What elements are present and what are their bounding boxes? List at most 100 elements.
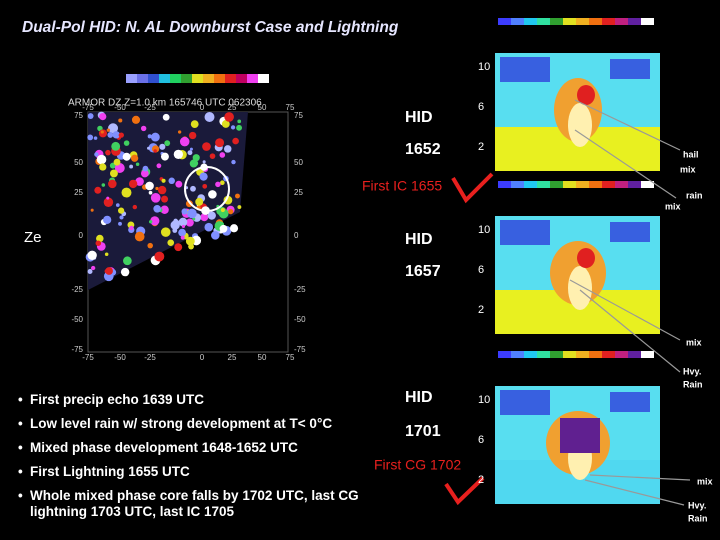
hid-colorbar-cell: [628, 351, 641, 358]
annotation: mix: [680, 164, 696, 174]
radar-echo: [174, 243, 183, 252]
annotation: Rain: [688, 513, 708, 523]
radar-echo: [123, 256, 132, 266]
radar-echo: [237, 119, 242, 124]
height-label: 2: [478, 304, 484, 316]
radar-echo: [122, 152, 131, 161]
radar-echo: [112, 131, 120, 139]
bullet: Mixed phase development 1648-1652 UTC: [18, 440, 390, 456]
radar-echo: [87, 269, 93, 275]
x-tick-label: 25: [228, 103, 237, 112]
annotation: Hvy.: [683, 366, 701, 376]
radar-echo: [157, 185, 167, 195]
radar-echo: [229, 224, 239, 233]
hid-colorbar-cell: [563, 18, 576, 25]
radar-echo: [235, 193, 240, 199]
x-tick-label: 0: [200, 353, 205, 362]
hid-core: [568, 103, 592, 147]
x-tick-label: -25: [144, 353, 156, 362]
radar-echo: [231, 159, 236, 165]
event-label: First CG 1702: [374, 457, 461, 473]
radar-echo: [100, 130, 104, 134]
hid-colorbar-cell: [511, 181, 524, 188]
radar-echo: [195, 197, 204, 206]
hid-colorbar-cell: [589, 18, 602, 25]
radar-echo: [215, 181, 221, 188]
radar-echo: [223, 145, 232, 153]
radar-echo: [113, 158, 121, 166]
radar-echo: [153, 204, 161, 213]
hid-colorbar-cell: [511, 351, 524, 358]
hid-upper: [610, 392, 650, 412]
radar-echo: [220, 207, 225, 213]
hid-colorbar-cell: [576, 18, 589, 25]
annotation: Hvy.: [688, 500, 706, 510]
x-tick-label: -75: [82, 353, 94, 362]
annotation: mix: [697, 476, 713, 486]
y-tick-label: 75: [74, 111, 83, 120]
colorbar-cell: [258, 74, 269, 83]
x-tick-label: -25: [144, 103, 156, 112]
radar-echo: [90, 208, 94, 212]
bullet: First precip echo 1639 UTC: [18, 392, 390, 408]
radar-echo: [161, 195, 169, 203]
hid-colorbar-cell: [563, 351, 576, 358]
leader-line: [579, 289, 681, 373]
colorbar-cell: [203, 74, 214, 83]
radar-echo: [103, 197, 114, 207]
colorbar-cell: [159, 74, 170, 83]
colorbar-cell: [225, 74, 236, 83]
height-label: 10: [478, 224, 490, 236]
radar-echo: [95, 240, 102, 246]
radar-label: ARMOR DZ Z=1.0 km 165746 UTC 062306: [68, 98, 262, 109]
radar-echo: [118, 132, 124, 138]
y-tick-label: 50: [74, 158, 83, 167]
radar-echo: [90, 265, 96, 271]
radar-echo: [162, 113, 170, 121]
hid-colorbar-cell: [615, 351, 628, 358]
y-tick-label: 50: [294, 158, 303, 167]
hid-colorbar-cell: [498, 18, 511, 25]
hid-upper: [610, 222, 650, 242]
radar-echo: [208, 190, 217, 199]
x-tick-label: -75: [82, 103, 94, 112]
radar-echo: [219, 224, 228, 233]
radar-symbol: Ze: [24, 229, 42, 246]
radar-echo: [167, 239, 175, 246]
hid-time: 1652: [405, 141, 441, 158]
hid-colorbar-cell: [563, 181, 576, 188]
radar-echo: [190, 120, 199, 129]
radar-echo: [130, 154, 139, 162]
radar-echo: [178, 228, 187, 237]
radar-echo: [94, 186, 102, 194]
radar-echo: [189, 147, 193, 151]
radar-echo: [170, 220, 180, 230]
radar-echo: [94, 152, 99, 157]
hid-colorbar-cell: [641, 18, 654, 25]
bullet: Low level rain w/ strong development at …: [18, 416, 390, 432]
hid-colorbar-cell: [602, 181, 615, 188]
radar-echo: [106, 128, 111, 132]
radar-echo: [185, 218, 194, 227]
radar-echo: [221, 120, 230, 128]
y-tick-label: -50: [71, 315, 83, 324]
radar-echo: [87, 113, 94, 119]
hid-colorbar-cell: [589, 181, 602, 188]
hid-colorbar-cell: [628, 181, 641, 188]
radar-echo: [154, 251, 165, 262]
hid-colorbar-cell: [498, 351, 511, 358]
radar-echo: [224, 112, 234, 122]
bullet-list: First precip echo 1639 UTC Low level rain…: [18, 392, 390, 528]
radar-echo: [115, 203, 120, 207]
radar-echo: [87, 250, 97, 260]
hid-colorbar-cell: [550, 351, 563, 358]
leader-line: [589, 474, 691, 481]
radar-echo: [119, 215, 124, 220]
radar-echo: [147, 146, 151, 150]
hid-colorbar-cell: [537, 181, 550, 188]
radar-echo: [99, 112, 107, 121]
hid-colorbar-cell: [615, 18, 628, 25]
radar-echo: [181, 208, 188, 215]
leader-line: [569, 279, 681, 341]
radar-echo: [99, 163, 107, 171]
